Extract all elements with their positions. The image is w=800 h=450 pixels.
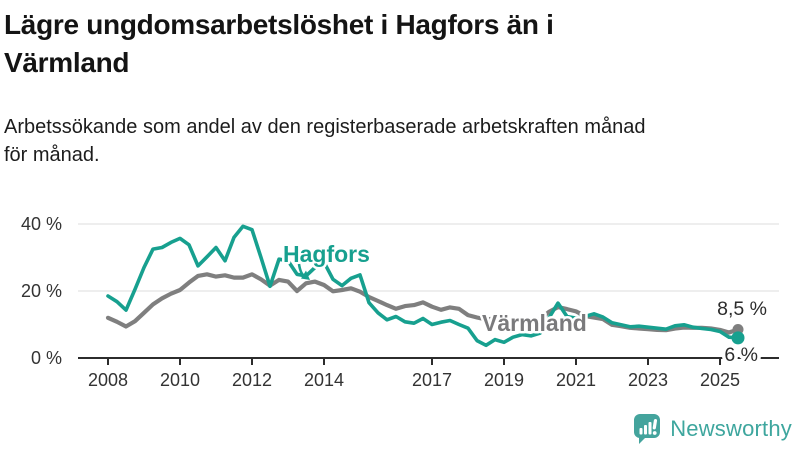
x-tick-label: 2025	[700, 370, 740, 390]
värmland-line	[105, 272, 741, 335]
unemployment-line-chart: 0 % 20 % 40 % 2008 2010 2012 2014 2017 2019 2021 2…	[0, 198, 800, 408]
x-tick-label: 2010	[160, 370, 200, 390]
värmland-end-value-label: 8,5 %	[717, 298, 767, 320]
y-tick-label: 20 %	[21, 281, 62, 301]
värmland-series-label: Värmland	[482, 310, 587, 336]
chart-header: Lägre ungdomsarbetslöshet i Hagfors än i…	[0, 0, 800, 169]
hagfors-series-label: Hagfors	[283, 241, 370, 267]
line-chart-svg: 0 % 20 % 40 % 2008 2010 2012 2014 2017 2019 2021 2…	[21, 214, 779, 390]
hagfors-label-arrowhead	[301, 270, 310, 280]
chart-subtitle: Arbetssökande som andel av den registerb…	[4, 116, 646, 167]
hagfors-end-value-label: 6 %	[724, 344, 758, 366]
brand-name: Newsworthy	[670, 415, 792, 441]
page-title: Lägre ungdomsarbetslöshet i Hagfors än i…	[4, 9, 554, 79]
x-tick-label: 2021	[556, 370, 596, 390]
newsworthy-logo-icon	[634, 414, 661, 444]
newsworthy-brand-link[interactable]: Newsworthy	[632, 412, 792, 445]
x-tick-label: 2017	[412, 370, 452, 390]
y-tick-label: 40 %	[21, 214, 62, 234]
hagfors-line	[106, 224, 740, 348]
x-tick-label: 2014	[304, 370, 344, 390]
x-tick-label: 2019	[484, 370, 524, 390]
y-tick-label: 0 %	[31, 348, 62, 368]
x-tick-label: 2023	[628, 370, 668, 390]
x-tick-label: 2012	[232, 370, 272, 390]
x-tick-label: 2008	[88, 370, 128, 390]
hagfors-end-dot	[731, 331, 745, 345]
